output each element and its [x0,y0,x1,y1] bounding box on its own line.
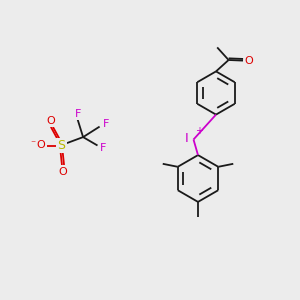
Text: O: O [244,56,253,66]
Text: S: S [58,139,65,152]
Text: ⁻: ⁻ [31,139,36,149]
Text: F: F [100,143,107,153]
Text: F: F [74,109,81,119]
Text: O: O [37,140,46,151]
Text: O: O [58,167,68,177]
Text: F: F [102,119,109,129]
Text: O: O [46,116,55,126]
Text: +: + [195,125,203,136]
Text: I: I [185,131,189,145]
